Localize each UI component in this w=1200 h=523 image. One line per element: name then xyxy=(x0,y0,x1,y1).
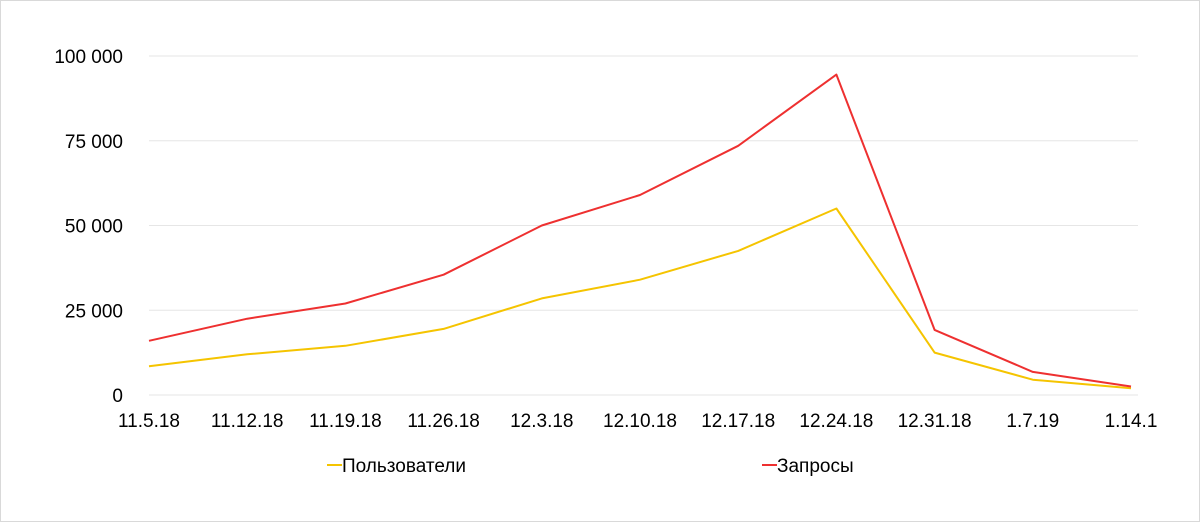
y-tick-label-2: 50 000 xyxy=(65,217,123,238)
x-tick-label-1: 11.12.18 xyxy=(211,411,284,432)
y-tick-label-4: 100 000 xyxy=(54,47,123,68)
x-tick-label-10: 1.14.1 xyxy=(1105,411,1158,432)
legend-item-users: Пользователи xyxy=(327,456,466,477)
gridlines xyxy=(149,56,1138,395)
legend: Пользователи Запросы xyxy=(327,456,854,477)
x-tick-label-4: 12.3.18 xyxy=(510,411,573,432)
x-tick-label-5: 12.10.18 xyxy=(603,411,677,432)
legend-label-requests: Запросы xyxy=(777,456,854,477)
series-lines xyxy=(149,75,1131,389)
x-axis-ticks: 11.5.18 11.12.18 11.19.18 11.26.18 12.3.18 12… xyxy=(118,411,1157,432)
y-tick-label-1: 25 000 xyxy=(65,301,123,322)
legend-item-requests: Запросы xyxy=(762,456,854,477)
series-line-requests xyxy=(149,75,1131,387)
x-tick-label-8: 12.31.18 xyxy=(898,411,972,432)
legend-label-users: Пользователи xyxy=(342,456,466,477)
series-line-users xyxy=(149,209,1131,389)
x-tick-label-6: 12.17.18 xyxy=(701,411,775,432)
y-tick-label-3: 75 000 xyxy=(65,132,123,153)
x-tick-label-9: 1.7.19 xyxy=(1006,411,1059,432)
x-tick-label-3: 11.26.18 xyxy=(407,411,480,432)
x-tick-label-0: 11.5.18 xyxy=(118,411,180,432)
y-tick-label-0: 0 xyxy=(112,386,123,407)
x-tick-label-7: 12.24.18 xyxy=(799,411,873,432)
y-axis-ticks: 0 25 000 50 000 75 000 100 000 xyxy=(54,47,123,407)
x-tick-label-2: 11.19.18 xyxy=(309,411,382,432)
